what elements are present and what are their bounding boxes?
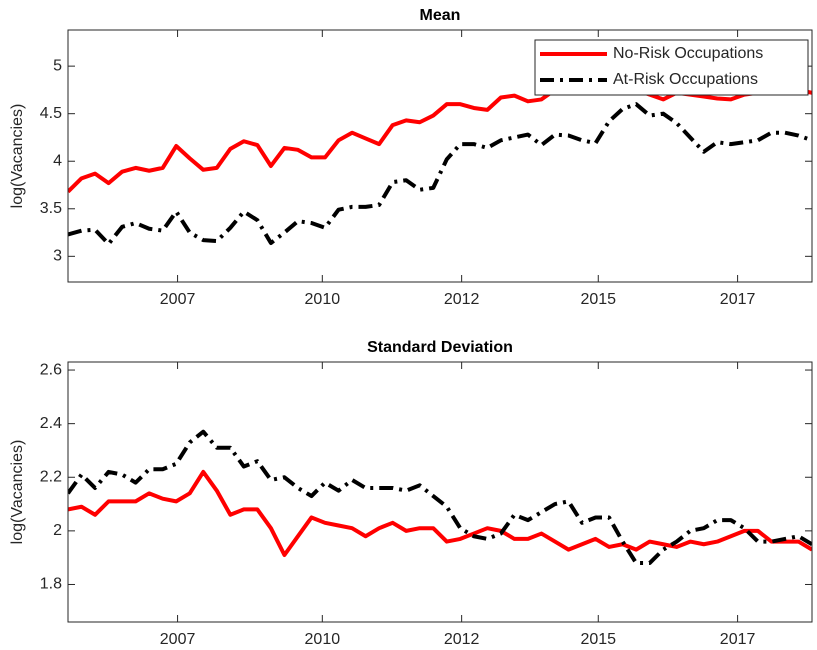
series-line — [68, 429, 812, 566]
y-tick-label: 3.5 — [40, 200, 62, 217]
axes-box — [67, 29, 813, 283]
x-tick-label: 2017 — [720, 631, 756, 648]
y-tick-label: 2.4 — [40, 415, 62, 432]
chart-title: Mean — [420, 7, 461, 24]
legend-box — [534, 39, 809, 96]
axes: Standard Deviation log(Vacancies) 1.8 2 2.2 2… — [9, 339, 813, 648]
legend-label: At-Risk Occupations — [613, 71, 758, 88]
y-tick-label: 5 — [53, 57, 62, 74]
x-tick-label: 2007 — [160, 291, 196, 308]
axes-box — [67, 361, 813, 623]
series-line — [68, 469, 812, 557]
x-tick-label: 2010 — [305, 291, 341, 308]
chart-title: Standard Deviation — [367, 339, 513, 356]
y-tick-label: 4 — [53, 152, 62, 169]
x-tick-label: 2015 — [580, 631, 616, 648]
x-tick-label: 2012 — [444, 291, 480, 308]
legend-label: No-Risk Occupations — [613, 45, 763, 62]
y-axis-label: log(Vacancies) — [9, 440, 26, 545]
x-tick-label: 2010 — [305, 631, 341, 648]
x-tick-label: 2015 — [580, 291, 616, 308]
series-line — [68, 102, 812, 246]
y-tick-label: 4.5 — [40, 105, 62, 122]
y-tick-label: 3 — [53, 248, 62, 265]
legend: No-Risk Occupations At-Risk Occupations — [534, 39, 809, 96]
x-tick-label: 2017 — [720, 291, 756, 308]
x-tick-label: 2007 — [160, 631, 196, 648]
y-tick-label: 2 — [53, 522, 62, 539]
y-tick-label: 1.8 — [40, 576, 62, 593]
y-axis-label: log(Vacancies) — [9, 104, 26, 209]
y-tick-label: 2.6 — [40, 361, 62, 378]
x-tick-label: 2012 — [444, 631, 480, 648]
plot-area — [68, 362, 812, 622]
axes: Mean log(Vacancies) 3 3.5 4 4.5 5 2007 2010 2012 2… — [9, 7, 813, 308]
y-tick-label: 2.2 — [40, 468, 62, 485]
